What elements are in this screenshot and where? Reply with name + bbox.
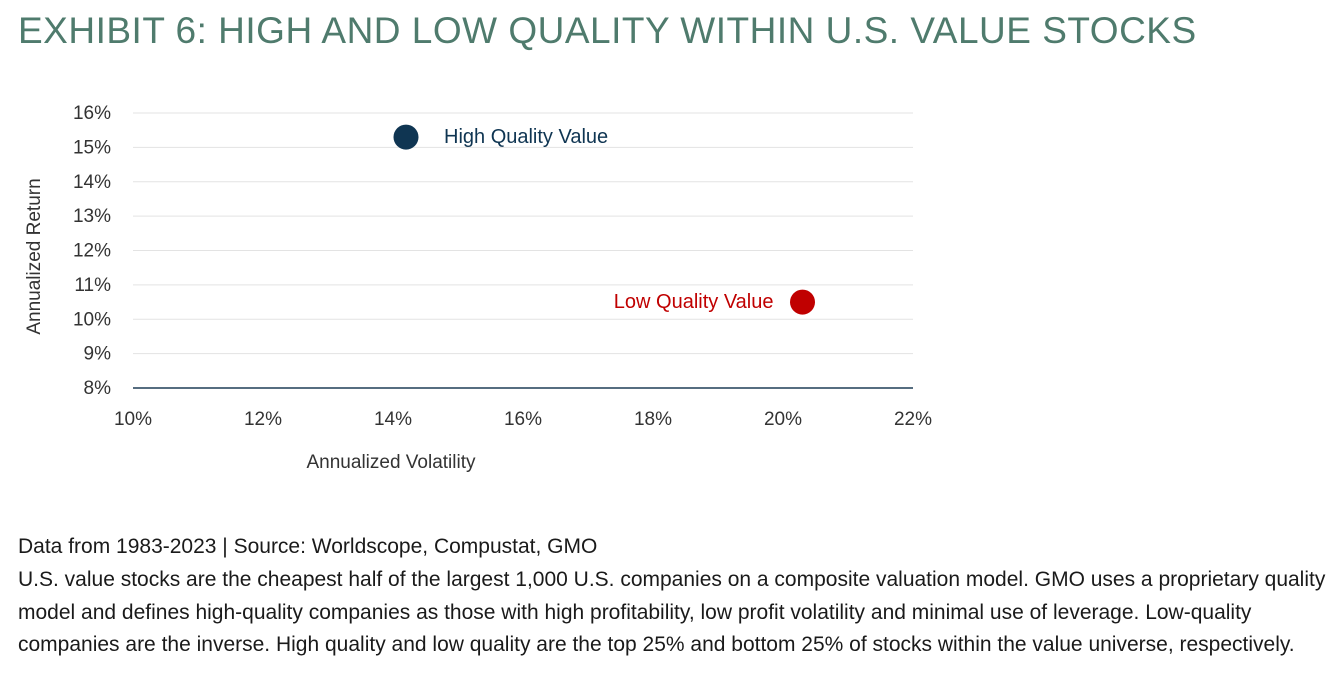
grid-lines (133, 112, 913, 389)
scatter-chart: 16% 15% 14% 13% 12% 11% 10% 9% 8% 10% 12% 14% 16% 18… (24, 103, 932, 473)
point-label: High Quality Value (444, 126, 608, 148)
y-tick-label: 10% (73, 309, 111, 330)
y-tick-label: 13% (73, 206, 111, 227)
x-tick-label: 14% (374, 409, 412, 430)
footnote: Data from 1983-2023 | Source: Worldscope… (18, 531, 1338, 662)
x-tick-label: 12% (244, 409, 282, 430)
x-tick-label: 18% (634, 409, 672, 430)
source-note: Data from 1983-2023 | Source: Worldscope… (18, 535, 598, 558)
y-tick-label: 15% (73, 137, 111, 158)
x-tick-label: 10% (114, 409, 152, 430)
y-tick-label: 12% (73, 241, 111, 262)
y-axis-ticks: 16% 15% 14% 13% 12% 11% 10% 9% 8% (73, 103, 111, 399)
y-tick-label: 8% (84, 378, 112, 399)
x-axis-ticks: 10% 12% 14% 16% 18% 20% 22% (114, 409, 932, 430)
x-tick-label: 20% (764, 409, 802, 430)
data-points: High Quality Value Low Quality Value (393, 124, 815, 315)
data-point-high-quality-value (393, 124, 419, 150)
y-tick-label: 11% (74, 275, 111, 296)
exhibit-title: EXHIBIT 6: HIGH AND LOW QUALITY WITHIN U… (18, 10, 1197, 51)
x-tick-label: 16% (504, 409, 542, 430)
x-axis-label: Annualized Volatility (307, 452, 476, 473)
y-axis-label: Annualized Return (24, 178, 45, 334)
point-label: Low Quality Value (614, 291, 774, 313)
y-tick-label: 16% (73, 103, 111, 124)
y-tick-label: 9% (84, 344, 112, 365)
data-point-low-quality-value (790, 289, 815, 315)
methodology-note: U.S. value stocks are the cheapest half … (18, 567, 1326, 657)
y-tick-label: 14% (73, 172, 111, 193)
x-tick-label: 22% (894, 409, 932, 430)
